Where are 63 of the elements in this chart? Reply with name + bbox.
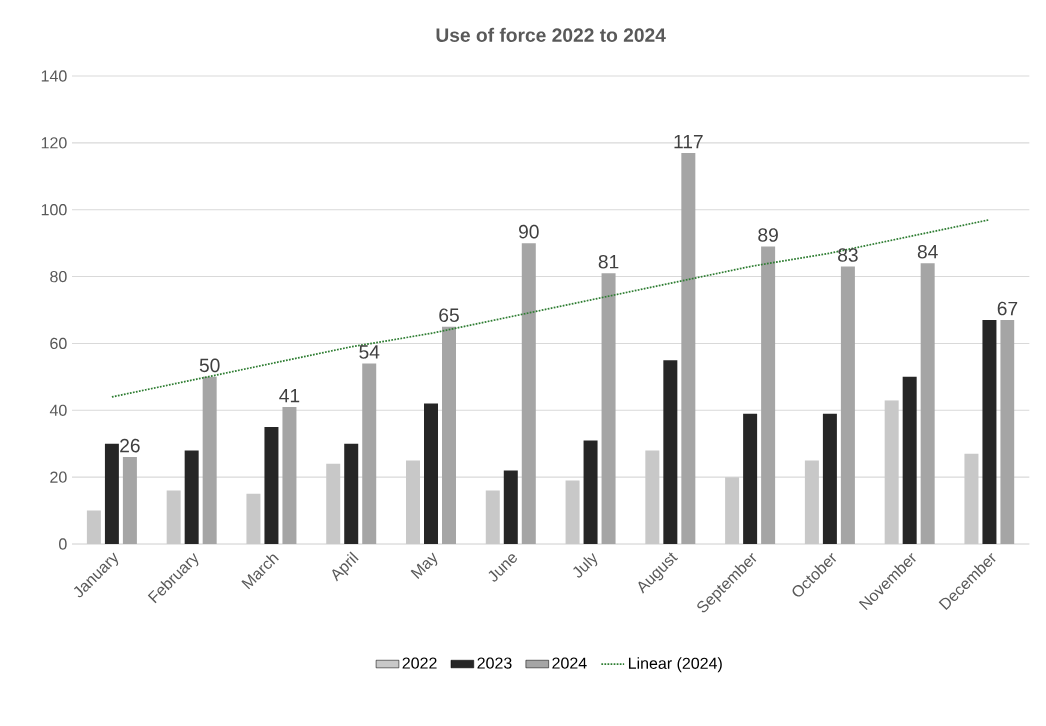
bar [442, 326, 457, 544]
data-label: 26 [120, 438, 140, 453]
bar [282, 406, 297, 544]
data-label: 90 [519, 224, 539, 239]
data-label: 67 [997, 301, 1018, 316]
y-tick-label: 40 [49, 404, 67, 416]
bar [122, 457, 137, 544]
legend-label: 2023 [477, 657, 512, 669]
chart-title: Use of force 2022 to 2024 [436, 27, 666, 42]
y-tick-label: 140 [41, 70, 67, 82]
data-label: 41 [279, 389, 300, 403]
data-label: 84 [917, 244, 938, 259]
bar [202, 376, 217, 544]
bar [601, 273, 616, 544]
bar [485, 490, 500, 544]
data-label: 83 [838, 248, 858, 262]
bar [86, 510, 101, 544]
bar [725, 477, 740, 544]
bar [362, 363, 377, 544]
bar [583, 440, 598, 544]
data-label: 50 [199, 358, 220, 373]
x-tick-label: July [573, 552, 598, 578]
data-label: 117 [674, 134, 703, 149]
bar [326, 463, 341, 544]
bar [645, 450, 660, 544]
bar [565, 480, 580, 544]
y-tick-label: 100 [41, 204, 67, 216]
bar [743, 413, 758, 544]
data-label: 65 [439, 308, 459, 323]
bar [822, 413, 837, 544]
bar [804, 460, 819, 544]
bar [663, 360, 678, 544]
bar [1000, 320, 1015, 544]
x-tick-label: May [410, 552, 438, 579]
bar [166, 490, 181, 544]
y-tick-label: 20 [50, 471, 67, 483]
bar [344, 443, 359, 544]
legend-label: Linear (2024) [628, 657, 722, 673]
bar [920, 263, 935, 544]
legend-label: 2024 [552, 657, 587, 669]
data-label: 54 [359, 345, 380, 359]
data-label: 89 [758, 228, 778, 242]
y-tick-label: 0 [59, 538, 67, 550]
y-tick-label: 120 [41, 137, 67, 149]
bar [840, 266, 855, 544]
bar [503, 470, 518, 544]
bar [964, 453, 979, 544]
bar [902, 376, 917, 544]
y-tick-label: 80 [50, 270, 67, 283]
bar [681, 152, 696, 544]
data-label: 81 [598, 254, 619, 269]
bar [521, 243, 536, 544]
bar [884, 400, 899, 544]
bar [184, 450, 199, 544]
bar [982, 320, 997, 544]
bar [246, 493, 261, 544]
y-tick-label: 60 [50, 337, 67, 350]
bar [761, 246, 776, 544]
legend-label: 2022 [402, 657, 437, 669]
bar [406, 460, 420, 544]
bar [424, 403, 439, 544]
bar [104, 443, 119, 544]
bar [264, 427, 279, 544]
